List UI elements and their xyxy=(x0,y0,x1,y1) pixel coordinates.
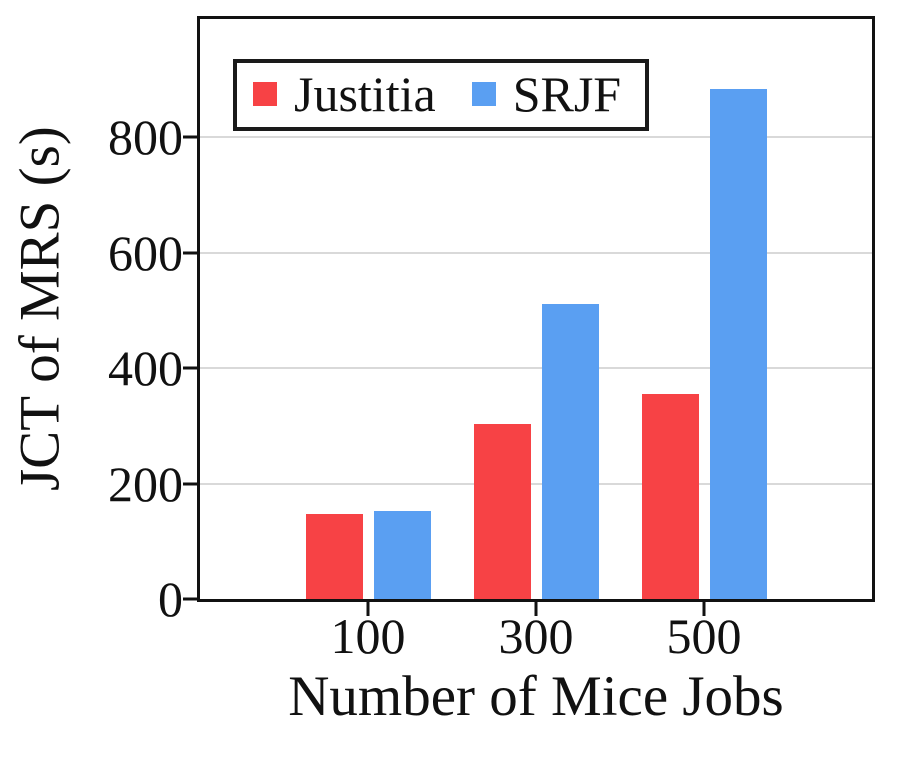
y-gridline-600 xyxy=(200,251,872,254)
y-tick-mark-800 xyxy=(183,135,197,139)
bar-justitia-500 xyxy=(641,394,699,599)
x-tick-mark-100 xyxy=(366,602,370,616)
bar-justitia-100 xyxy=(305,513,363,599)
legend-item-justitia: Justitia xyxy=(253,69,436,119)
y-gridline-800 xyxy=(200,136,872,139)
y-tick-mark-0 xyxy=(183,597,197,601)
legend-label-justitia: Justitia xyxy=(294,66,436,122)
plot-area: Justitia SRJF xyxy=(183,16,875,616)
y-tick-label-0: 0 xyxy=(158,571,183,627)
bar-srjf-300 xyxy=(541,304,599,599)
x-tick-label-100: 100 xyxy=(330,608,406,664)
legend-swatch-justitia xyxy=(253,82,277,106)
y-tick-label-600: 600 xyxy=(108,224,183,281)
x-axis-title: Number of Mice Jobs xyxy=(288,665,784,728)
bar-srjf-100 xyxy=(373,511,431,599)
y-tick-mark-400 xyxy=(183,366,197,370)
x-tick-mark-300 xyxy=(534,602,538,616)
y-tick-mark-200 xyxy=(183,482,197,486)
x-tick-mark-500 xyxy=(702,602,706,616)
y-tick-mark-600 xyxy=(183,251,197,255)
x-tick-label-500: 500 xyxy=(666,608,742,664)
bar-srjf-500 xyxy=(709,88,767,599)
x-tick-labels: 100 300 500 xyxy=(197,610,875,666)
legend-item-srjf: SRJF xyxy=(471,66,622,122)
legend-swatch-srjf xyxy=(471,82,496,106)
y-tick-labels: 0 200 400 600 800 xyxy=(0,16,183,624)
y-gridline-400 xyxy=(200,367,872,370)
bar-justitia-300 xyxy=(473,424,531,599)
y-gridline-200 xyxy=(200,482,872,485)
y-tick-label-400: 400 xyxy=(108,340,183,397)
y-tick-label-200: 200 xyxy=(108,455,183,512)
y-tick-label-800: 800 xyxy=(108,109,183,166)
legend: Justitia SRJF xyxy=(233,59,650,131)
x-tick-label-300: 300 xyxy=(498,608,574,664)
legend-label-srjf: SRJF xyxy=(512,66,622,122)
